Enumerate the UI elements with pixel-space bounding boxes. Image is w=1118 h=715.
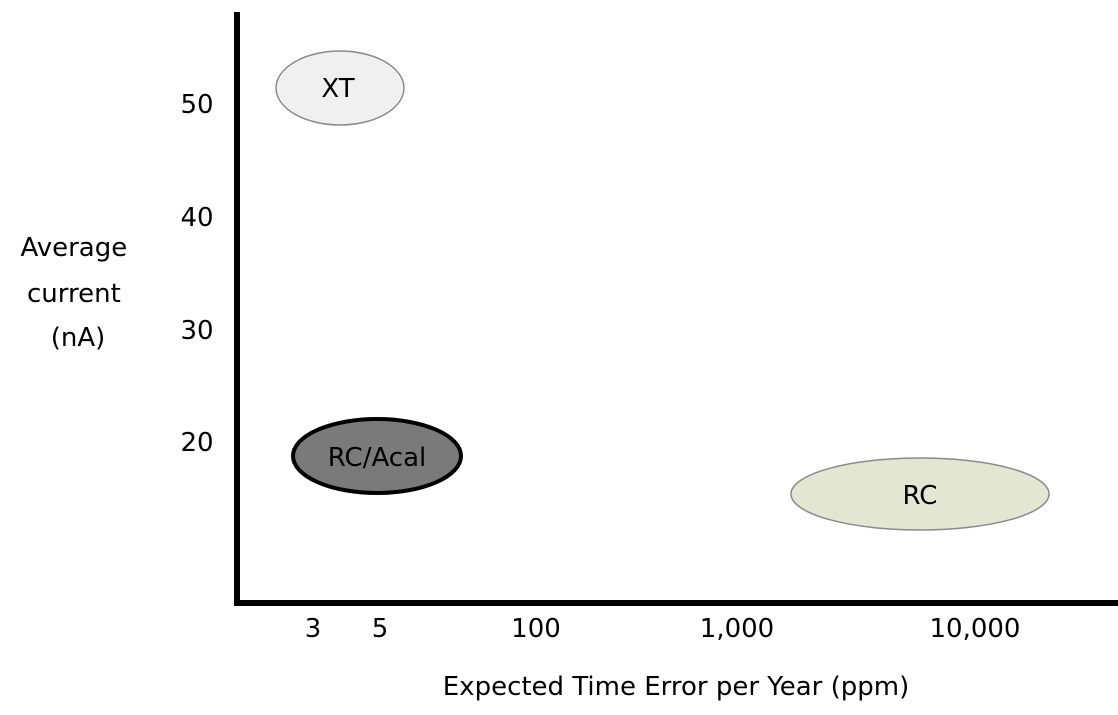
y-axis-title-line-2: current bbox=[27, 279, 121, 309]
x-tick-label-5: 5 bbox=[372, 614, 389, 644]
y-tick-label-30: 30 bbox=[180, 316, 213, 346]
x-tick-label-10000: 10,000 bbox=[930, 614, 1021, 644]
y-axis-title: Average current (nA) bbox=[20, 233, 135, 353]
region-xt-ellipse bbox=[275, 50, 405, 126]
y-axis-title-line-1: Average bbox=[20, 233, 127, 263]
region-rc-ellipse bbox=[790, 457, 1050, 531]
x-tick-label-100: 100 bbox=[511, 614, 561, 644]
y-tick-label-40: 40 bbox=[180, 203, 213, 233]
x-tick-label-3: 3 bbox=[305, 614, 322, 644]
y-tick-label-50: 50 bbox=[180, 90, 213, 120]
region-rc-label: RC bbox=[903, 481, 938, 511]
x-axis-title: Expected Time Error per Year (ppm) bbox=[443, 672, 910, 702]
region-xt: XT bbox=[275, 50, 405, 126]
y-tick-label-20: 20 bbox=[180, 428, 213, 458]
x-tick-label-1000: 1,000 bbox=[700, 614, 774, 644]
region-rc-acal: RC/Acal bbox=[291, 417, 463, 495]
y-axis-title-line-3: (nA) bbox=[51, 323, 106, 353]
region-rc-acal-label: RC/Acal bbox=[328, 443, 426, 473]
region-rc: RC bbox=[790, 457, 1050, 531]
region-xt-label: XT bbox=[321, 74, 354, 104]
region-rc-acal-ellipse bbox=[291, 417, 463, 495]
